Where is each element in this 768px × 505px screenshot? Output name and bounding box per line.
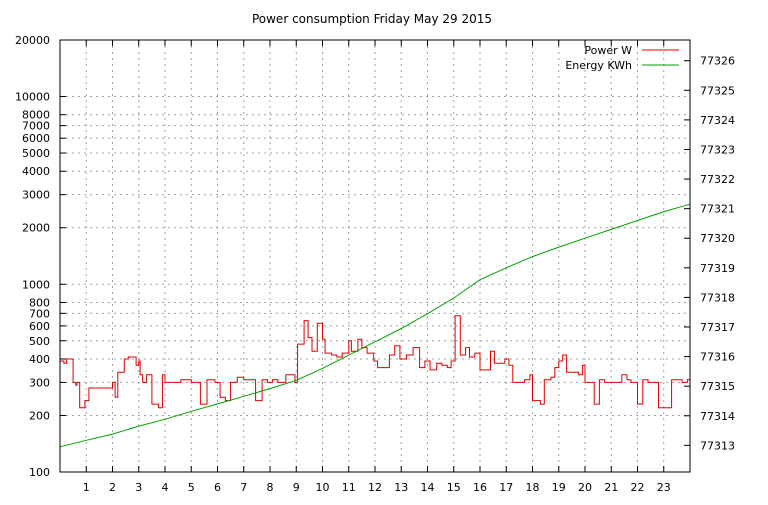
x-tick-label: 7 [240, 481, 247, 494]
x-tick-label: 5 [188, 481, 195, 494]
y2-tick-label: 77322 [700, 173, 735, 186]
y-tick-label: 400 [29, 353, 50, 366]
y2-tick-label: 77321 [700, 203, 735, 216]
y2-tick-label: 77316 [700, 351, 735, 364]
x-tick-label: 9 [293, 481, 300, 494]
plot-frame [59, 39, 691, 473]
y-tick-label: 600 [29, 320, 50, 333]
y-tick-label: 6000 [22, 132, 50, 145]
series-line-0 [60, 315, 690, 409]
x-tick-label: 19 [552, 481, 566, 494]
y2-tick-label: 77323 [700, 143, 735, 156]
x-tick-label: 14 [421, 481, 435, 494]
x-tick-label: 2 [109, 481, 116, 494]
y-tick-label: 20000 [15, 34, 50, 47]
series-line-1 [59, 203, 691, 448]
x-tick-label: 6 [214, 481, 221, 494]
y-tick-label: 1000 [22, 278, 50, 291]
x-tick-label: 23 [657, 481, 671, 494]
legend-label: Energy KWh [565, 59, 632, 72]
x-tick-label: 22 [631, 481, 645, 494]
y2-tick-label: 77325 [700, 84, 735, 97]
y-tick-label: 800 [29, 296, 50, 309]
x-tick-label: 10 [316, 481, 330, 494]
y2-tick-label: 77313 [700, 439, 735, 452]
y-tick-label: 8000 [22, 109, 50, 122]
x-tick-label: 18 [526, 481, 540, 494]
axes: 1 2 3 4 5 6 7 8 9 10 11 12 13 14 15 16 17 18 19 20 21 22 23100… [15, 34, 735, 494]
y2-tick-label: 77320 [700, 232, 735, 245]
series [59, 203, 691, 448]
x-tick-label: 13 [394, 481, 408, 494]
y2-tick-label: 77324 [700, 114, 735, 127]
x-tick-label: 11 [342, 481, 356, 494]
y2-tick-label: 77314 [700, 410, 735, 423]
y2-tick-label: 77317 [700, 321, 735, 334]
y2-tick-label: 77319 [700, 262, 735, 275]
y-tick-label: 5000 [22, 147, 50, 160]
x-tick-label: 21 [604, 481, 618, 494]
y2-tick-label: 77315 [700, 380, 735, 393]
y-tick-label: 300 [29, 376, 50, 389]
legend-label: Power W [584, 44, 632, 57]
x-tick-label: 1 [83, 481, 90, 494]
y-tick-label: 4000 [22, 165, 50, 178]
x-tick-label: 20 [578, 481, 592, 494]
y-tick-label: 500 [29, 335, 50, 348]
legend: Power W Energy KWh [565, 44, 679, 72]
chart-title: Power consumption Friday May 29 2015 [252, 12, 492, 26]
y2-tick-label: 77318 [700, 291, 735, 304]
y2-tick-label: 77326 [700, 55, 735, 68]
x-tick-label: 4 [162, 481, 169, 494]
y-tick-label: 3000 [22, 189, 50, 202]
y-tick-label: 2000 [22, 222, 50, 235]
x-tick-label: 15 [447, 481, 461, 494]
y-tick-label: 100 [29, 466, 50, 479]
y-tick-label: 700 [29, 307, 50, 320]
y-tick-label: 10000 [15, 91, 50, 104]
x-tick-label: 8 [267, 481, 274, 494]
y-tick-label: 200 [29, 409, 50, 422]
y-tick-label: 7000 [22, 120, 50, 133]
x-tick-label: 3 [135, 481, 142, 494]
x-tick-label: 12 [368, 481, 382, 494]
x-tick-label: 17 [499, 481, 513, 494]
x-tick-label: 16 [473, 481, 487, 494]
